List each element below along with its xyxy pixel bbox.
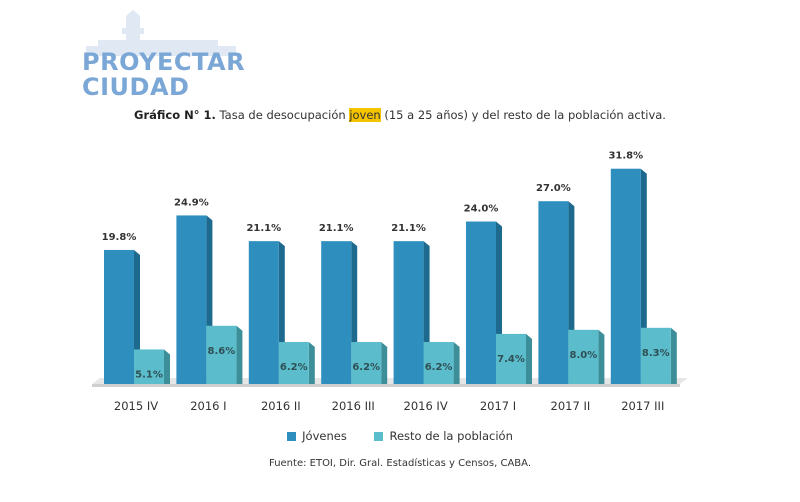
data-label: 5.1%	[135, 369, 163, 380]
bar-side	[526, 333, 532, 384]
legend-label-resto: Resto de la población	[389, 429, 513, 443]
logo-line-2: CIUDAD	[82, 73, 190, 101]
bar-side	[381, 342, 388, 384]
chart-title-before: Tasa de desocupación	[219, 108, 346, 122]
bar-side	[236, 325, 243, 384]
data-label: 7.4%	[497, 354, 525, 365]
chart-legend: Jóvenes Resto de la población	[0, 429, 800, 444]
legend-swatch-resto	[374, 431, 384, 441]
bar	[104, 249, 134, 384]
legend-item-jovenes: Jóvenes	[287, 429, 347, 443]
data-label: 8.3%	[642, 348, 670, 359]
data-label: 21.1%	[319, 223, 354, 234]
bar	[351, 342, 382, 384]
x-tick-label: 2017 III	[621, 399, 664, 413]
bar-side	[453, 342, 460, 384]
bar	[610, 168, 641, 384]
data-label: 6.2%	[425, 362, 453, 373]
bar-side	[164, 349, 170, 384]
bar	[134, 349, 164, 384]
logo-building-icon	[86, 10, 236, 56]
bar	[278, 342, 309, 384]
legend-swatch-jovenes	[287, 431, 297, 441]
x-tick-label: 2017 II	[551, 399, 591, 413]
bar	[538, 201, 569, 384]
bar	[496, 333, 526, 384]
x-tick-label: 2017 I	[480, 399, 516, 413]
data-label: 24.9%	[174, 197, 209, 208]
bar-side	[670, 327, 677, 384]
bar	[466, 221, 496, 384]
bar	[423, 342, 454, 384]
data-label: 27.0%	[536, 183, 571, 194]
bar	[248, 241, 279, 384]
bar	[176, 215, 207, 384]
source-note: Fuente: ETOI, Dir. Gral. Estadísticas y …	[268, 458, 532, 469]
bar-side	[598, 329, 605, 384]
data-label: 21.1%	[246, 223, 281, 234]
bar	[568, 329, 599, 384]
x-tick-label: 2016 II	[261, 399, 301, 413]
data-label: 31.8%	[608, 151, 643, 162]
bar	[393, 241, 424, 384]
data-label: 21.1%	[391, 223, 426, 234]
legend-label-jovenes: Jóvenes	[302, 429, 347, 443]
bar-chart: 19.8% 5.1% 2015 IV 24.9% 8.6% 2016 I 21.1% 6.2%…	[92, 151, 688, 413]
data-label: 8.0%	[570, 350, 598, 361]
x-tick-label: 2016 I	[190, 399, 226, 413]
data-label: 6.2%	[280, 362, 308, 373]
data-label: 24.0%	[464, 204, 499, 215]
x-tick-label: 2015 IV	[114, 399, 158, 413]
legend-item-resto: Resto de la población	[374, 429, 513, 443]
x-tick-label: 2016 IV	[404, 399, 448, 413]
chart-floor-edge	[92, 384, 680, 387]
bar-side	[308, 342, 315, 384]
data-label: 6.2%	[352, 362, 380, 373]
chart-title-highlight: joven	[349, 108, 381, 122]
bar	[640, 327, 671, 384]
data-label: 19.8%	[102, 232, 137, 243]
bar	[321, 241, 352, 384]
chart-title-prefix: Gráfico N° 1.	[134, 108, 216, 122]
logo-line-1: PROYECTAR	[82, 48, 246, 76]
bar	[206, 325, 237, 384]
data-label: 8.6%	[208, 346, 236, 357]
chart-title-after: (15 a 25 años) y del resto de la poblaci…	[384, 108, 666, 122]
x-tick-label: 2016 III	[332, 399, 375, 413]
chart-title: Gráfico N° 1. Tasa de desocupación joven…	[0, 108, 800, 122]
